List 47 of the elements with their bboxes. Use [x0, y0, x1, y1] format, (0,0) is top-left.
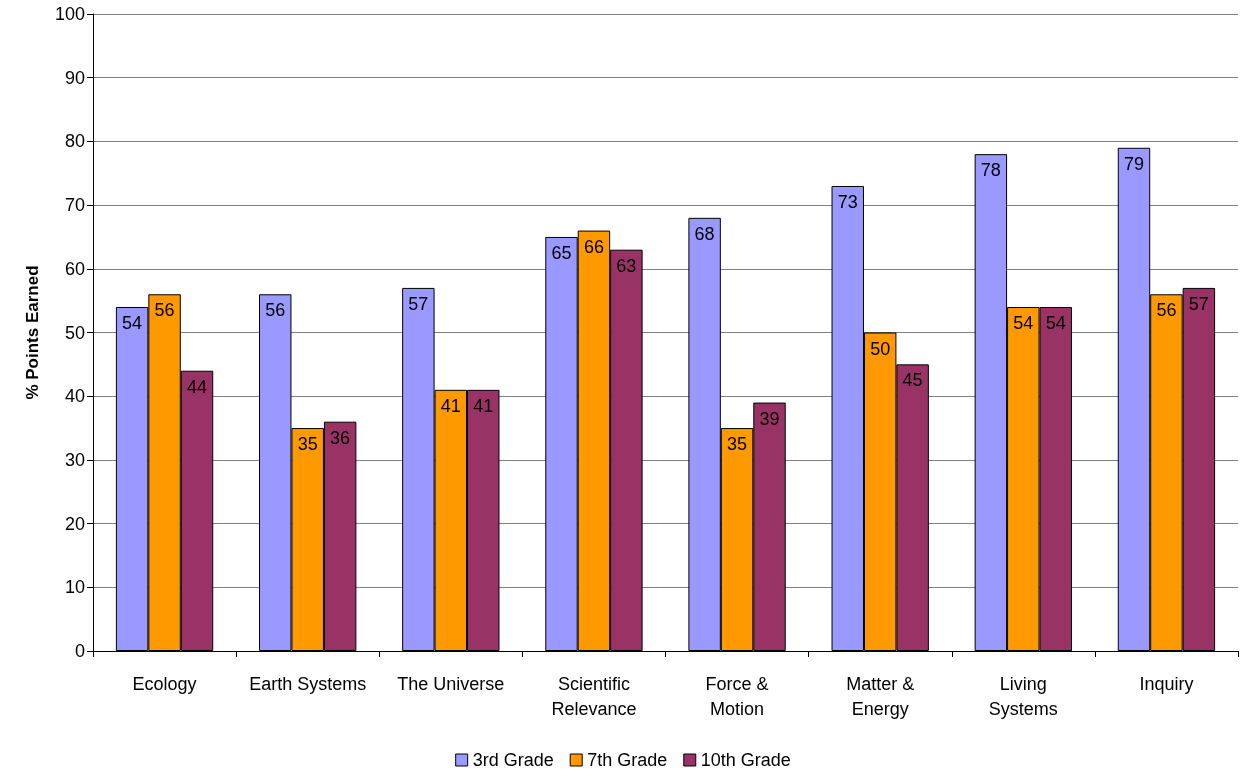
y-tick-label: 70: [64, 195, 85, 216]
data-label: 63: [616, 255, 637, 276]
y-axis-title: % Points Earned: [23, 265, 42, 400]
data-label: 56: [154, 300, 175, 321]
data-label: 65: [551, 242, 572, 263]
data-label: 45: [902, 370, 923, 391]
y-tick-label: 30: [64, 449, 85, 470]
y-tick-label: 60: [64, 258, 85, 279]
data-label: 54: [1013, 313, 1034, 334]
data-label: 57: [1188, 293, 1209, 314]
data-label: 73: [837, 191, 858, 212]
data-label: 41: [440, 395, 461, 416]
y-tick-label: 20: [64, 513, 85, 534]
legend-label: 7th Grade: [587, 750, 668, 770]
data-label: 50: [870, 338, 891, 359]
data-label: 39: [759, 408, 780, 429]
data-label: 68: [694, 223, 715, 244]
x-tick-label: Matter & Energy: [846, 673, 915, 719]
legend-label: 3rd Grade: [472, 750, 554, 770]
y-tick-label: 0: [74, 641, 85, 661]
data-label: 79: [1123, 153, 1145, 174]
x-tick-label: Inquiry: [1139, 673, 1194, 694]
data-label: 54: [1045, 313, 1066, 334]
data-label: 35: [727, 434, 748, 455]
y-tick-label: 40: [64, 386, 85, 407]
y-tick-label: 100: [54, 4, 85, 24]
legend-label: 10th Grade: [700, 750, 791, 770]
data-label: 56: [265, 300, 286, 321]
x-tick-label: Scientific Relevance: [551, 673, 637, 719]
y-tick-label: 10: [64, 577, 85, 598]
x-tick-label: Ecology: [132, 673, 197, 694]
data-label: 54: [122, 313, 143, 334]
x-tick-label: Earth Systems: [249, 673, 367, 694]
data-label: 35: [297, 434, 318, 455]
data-label: 57: [408, 293, 429, 314]
data-label: 78: [980, 160, 1001, 181]
x-tick-label: Living Systems: [988, 673, 1058, 719]
x-tick-label: Force & Motion: [705, 673, 769, 719]
data-label: 66: [583, 236, 604, 257]
x-tick-label: The Universe: [397, 673, 505, 694]
data-label: 41: [473, 395, 494, 416]
data-label: 56: [1156, 300, 1177, 321]
y-tick-label: 90: [64, 67, 85, 88]
y-tick-label: 80: [64, 131, 85, 152]
data-label: 36: [330, 427, 351, 448]
y-tick-label: 50: [64, 322, 85, 343]
data-label: 44: [186, 376, 208, 397]
